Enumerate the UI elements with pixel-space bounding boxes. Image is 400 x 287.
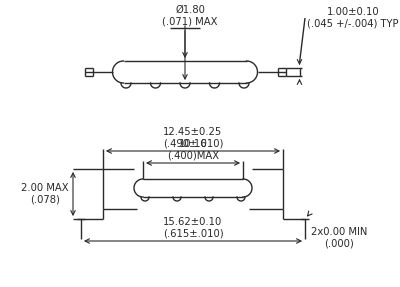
Text: 10.16
(.400)MAX: 10.16 (.400)MAX [167, 139, 219, 161]
Text: 2.00 MAX
(.078): 2.00 MAX (.078) [21, 183, 69, 205]
Text: 15.62±0.10
(.615±.010): 15.62±0.10 (.615±.010) [163, 217, 223, 239]
Text: 12.45±0.25
(.490±.010): 12.45±0.25 (.490±.010) [163, 127, 223, 149]
Text: 1.00±0.10
(.045 +/-.004) TYP: 1.00±0.10 (.045 +/-.004) TYP [307, 7, 398, 29]
Text: 2x0.00 MIN
(.000): 2x0.00 MIN (.000) [311, 227, 367, 249]
Text: Ø1.80
(.071) MAX: Ø1.80 (.071) MAX [162, 5, 218, 27]
